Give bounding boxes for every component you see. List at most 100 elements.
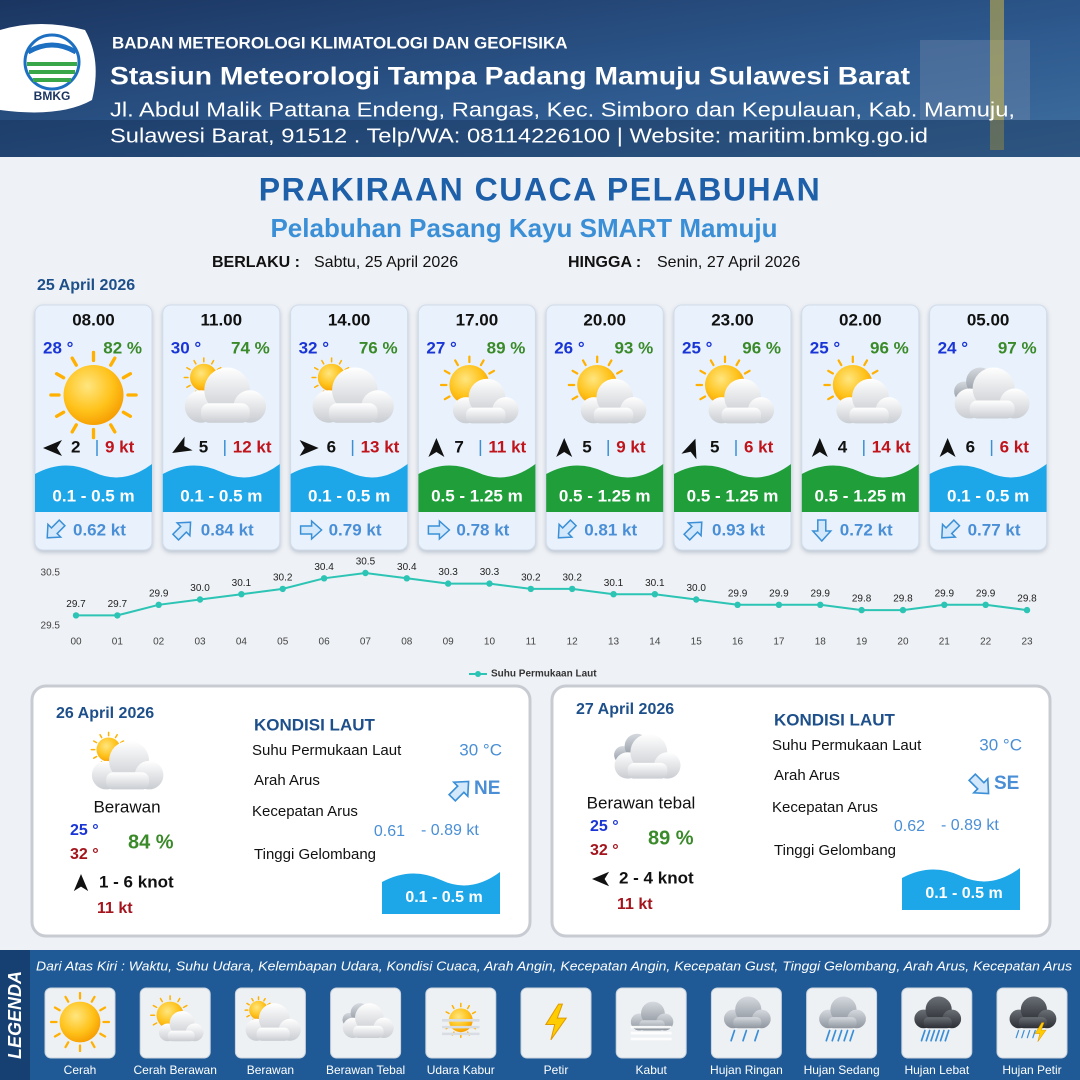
cloud (914, 996, 962, 1029)
line-point (279, 585, 286, 593)
sun-ray (488, 369, 496, 375)
point-label: 30.0 (686, 583, 706, 594)
air-temperature: 27 ° (426, 338, 457, 357)
wave-height: 0.1 - 0.5 m (308, 486, 390, 505)
rain-drop (825, 1029, 831, 1042)
x-tick-label: 14 (649, 637, 661, 648)
wave-height: 0.5 - 1.25 m (814, 486, 906, 505)
line-point (1023, 606, 1031, 614)
logo-arc (26, 42, 78, 55)
humidity: 89 % (487, 338, 526, 357)
cloud-base (969, 400, 1015, 419)
wave-height: 0.5 - 1.25 m (431, 486, 523, 505)
time: 08.00 (72, 310, 115, 329)
line-point (982, 601, 989, 608)
sun-ray (121, 372, 133, 380)
sun-ray (581, 359, 587, 367)
condition: Berawan tebal (587, 793, 696, 812)
cloud-base (167, 1030, 195, 1042)
humidity: 74 % (231, 338, 270, 357)
cloud (342, 1003, 394, 1038)
wind-arrow (811, 438, 828, 457)
hour-card: 08.00 28 ° 82 % 2 9 kt 0.1 - 0.5 m 0.62 kt (34, 304, 153, 551)
x-tick-label: 16 (732, 637, 744, 648)
address-line: Jl. Abdul Malik Pattana Endeng, Rangas, … (110, 99, 1015, 121)
x-tick-label: 17 (773, 637, 785, 648)
temp-min: 25 ° (70, 822, 99, 839)
sun-ray (445, 1011, 450, 1015)
legend-label: Cerah Berawan (134, 1063, 217, 1077)
wave (382, 872, 500, 914)
x-tick-label: 15 (691, 637, 703, 648)
rain-drop (1026, 1029, 1031, 1039)
x-tick-label: 08 (401, 637, 413, 648)
weather-icon (723, 996, 771, 1042)
y-tick-label: 30.5 (41, 568, 61, 579)
legend-label: Hujan Petir (1002, 1063, 1061, 1077)
air-temperature: 25 ° (682, 338, 713, 357)
wave-height: 0.1 - 0.5 m (925, 885, 1002, 902)
wave (162, 464, 280, 512)
station-name: Stasiun Meteorologi Tampa Padang Mamuju … (110, 63, 911, 91)
sun-ray (616, 369, 623, 375)
legend: LEGENDA Dari Atas Kiri : Waktu, Suhu Udar… (0, 950, 1080, 1080)
sun-ray (451, 1004, 455, 1010)
point-label: 29.8 (893, 594, 913, 605)
legend-item: Cerah Berawan (134, 987, 217, 1077)
cloud (1009, 996, 1057, 1029)
cloud (312, 367, 394, 423)
sun-ray (571, 395, 579, 401)
line-point (72, 612, 80, 619)
current-arrow (299, 519, 323, 541)
cloud (954, 367, 1030, 419)
sun-ray (64, 1041, 70, 1049)
air-temperature: 25 ° (810, 338, 841, 357)
wind-arrow (591, 871, 610, 887)
hour-card: 11.00 30 ° 74 % 5 12 kt 0.1 - 0.5 m 0.84 kt (162, 304, 281, 551)
current-dir-label: Arah Arus (254, 772, 320, 789)
header-band (0, 0, 1080, 157)
cloud-base (923, 1017, 952, 1029)
sun-ray (827, 369, 834, 375)
wind-arrow (428, 438, 445, 457)
point-label: 30.0 (190, 583, 210, 594)
sun-ray (53, 1006, 61, 1012)
current-speed-label: Kecepatan Arus (772, 799, 878, 816)
wave-height: 0.1 - 0.5 m (180, 486, 262, 505)
sun-ray (263, 997, 266, 1002)
current-arrow (941, 519, 961, 539)
temp-min: 25 ° (590, 818, 619, 835)
hour-card: 17.00 27 ° 89 % 7 11 kt 0.5 - 1.25 m 0.78 kt (417, 304, 536, 551)
wind-arrow (939, 438, 956, 457)
cloud-base (733, 1017, 762, 1029)
condition: Berawan (93, 797, 160, 816)
current-speed: 0.72 kt (840, 520, 893, 539)
rain-drop (831, 1029, 837, 1042)
sun-ray (99, 1032, 107, 1038)
rain-drop (1032, 1029, 1036, 1039)
line-point (486, 580, 493, 587)
forecast-date: 25 April 2026 (37, 277, 135, 294)
point-label: 29.8 (1017, 594, 1037, 605)
current-speed: 0.79 kt (329, 520, 382, 539)
cloud-base (721, 407, 761, 424)
sun-ray (92, 740, 98, 744)
point-label: 30.4 (397, 562, 417, 573)
sun-ray (466, 1004, 470, 1010)
card-background (30, 684, 532, 938)
header-decoration (920, 40, 1030, 120)
gust-speed: 12 kt (233, 437, 272, 456)
sun-ray (70, 423, 78, 434)
weather-icon (49, 991, 111, 1053)
legend-item: Berawan (234, 987, 306, 1077)
current-min: 0.62 (894, 818, 925, 835)
sun-ray (479, 359, 485, 367)
x-tick-label: 20 (897, 637, 909, 648)
humidity: 84 % (128, 831, 174, 853)
x-tick-label: 05 (277, 637, 289, 648)
line-point (196, 596, 204, 603)
lightning (544, 1003, 568, 1041)
page-subtitle: Pelabuhan Pasang Kayu SMART Mamuju (270, 213, 777, 243)
legend-item: Petir (520, 987, 592, 1077)
current-arrow (811, 519, 833, 543)
